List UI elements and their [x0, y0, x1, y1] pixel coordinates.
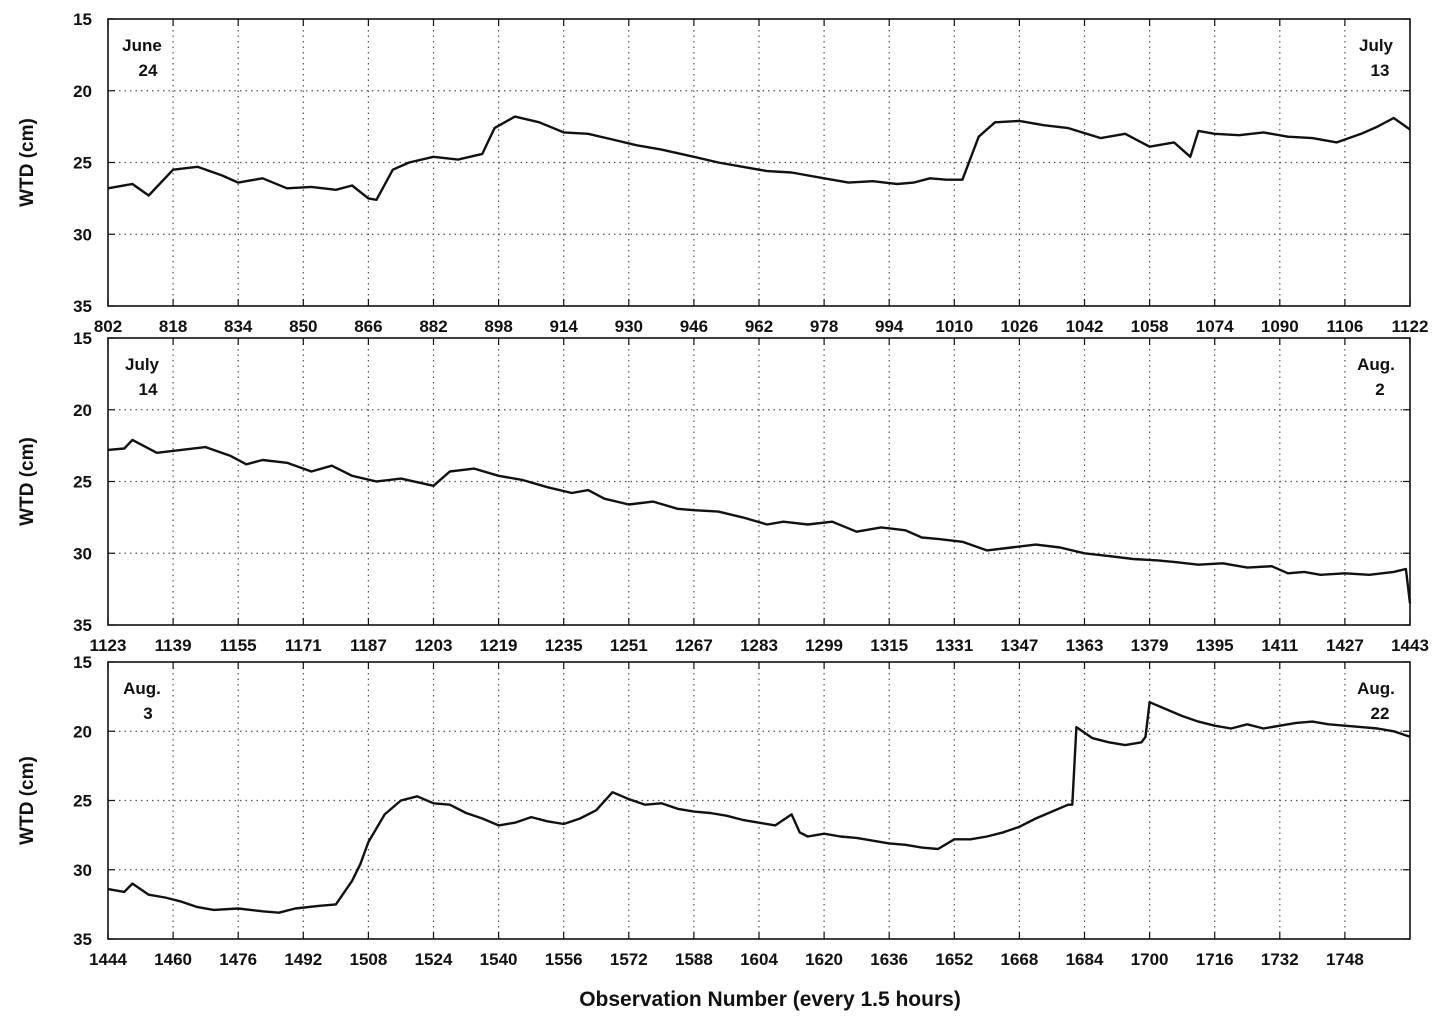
x-tick-label: 914 [550, 317, 579, 336]
y-axis-label: WTD (cm) [17, 437, 38, 526]
x-tick-label: 866 [354, 317, 382, 336]
x-tick-label: 1283 [740, 636, 778, 655]
date-label-right: Aug. [1357, 679, 1395, 698]
x-tick-label: 1203 [415, 636, 453, 655]
y-tick-label: 15 [73, 10, 92, 29]
y-tick-label: 25 [73, 792, 92, 811]
x-tick-label: 1427 [1326, 636, 1364, 655]
x-tick-label: 1411 [1261, 636, 1298, 655]
x-tick-label: 1604 [740, 950, 778, 969]
panels-group: 802 818 834 850 866 882 898 914 930 946 962 978 994 1… [17, 10, 1429, 969]
y-tick-label: 15 [73, 653, 92, 672]
y-axis-label: WTD (cm) [17, 756, 38, 845]
x-tick-label: 946 [680, 317, 708, 336]
x-tick-label: 882 [419, 317, 447, 336]
x-tick-label: 802 [94, 317, 122, 336]
panel-3: 1444 1460 1476 1492 1508 1524 1540 1556 1572 1588… [17, 653, 1410, 969]
x-tick-label: 1700 [1131, 950, 1169, 969]
y-axis-label: WTD (cm) [17, 118, 38, 207]
x-tick-label: 1636 [870, 950, 908, 969]
x-tick-label: 930 [615, 317, 643, 336]
y-tick-label: 35 [73, 297, 92, 316]
y-tick-label: 20 [73, 722, 92, 741]
x-axis-label: Observation Number (every 1.5 hours) [579, 988, 961, 1011]
wtd-series-line [108, 440, 1410, 604]
x-tick-label: 1508 [349, 950, 387, 969]
date-label-left: 24 [139, 61, 158, 80]
x-tick-label: 1524 [415, 950, 453, 969]
x-tick-label: 1074 [1196, 317, 1234, 336]
date-label-right: 2 [1375, 380, 1384, 399]
y-tick-label: 25 [73, 154, 92, 173]
x-tick-label: 1572 [610, 950, 648, 969]
y-tick-label: 35 [73, 930, 92, 949]
x-tick-label: 1058 [1131, 317, 1169, 336]
x-tick-label: 1299 [805, 636, 843, 655]
x-tick-label: 1315 [870, 636, 908, 655]
x-tick-label: 1588 [675, 950, 713, 969]
x-tick-label: 1155 [220, 636, 257, 655]
y-tick-label: 25 [73, 473, 92, 492]
x-tick-label: 1219 [480, 636, 518, 655]
date-label-left: June [122, 36, 162, 55]
x-tick-label: 1652 [935, 950, 973, 969]
x-tick-label: 1443 [1391, 636, 1429, 655]
x-tick-label: 818 [159, 317, 187, 336]
x-tick-label: 1171 [285, 636, 322, 655]
y-tick-label: 35 [73, 616, 92, 635]
x-tick-label: 1684 [1066, 950, 1104, 969]
y-tick-label: 20 [73, 82, 92, 101]
y-tick-label: 30 [73, 861, 92, 880]
x-tick-label: 850 [289, 317, 317, 336]
date-label-right: Aug. [1357, 355, 1395, 374]
x-tick-label: 1187 [350, 636, 387, 655]
x-tick-label: 1444 [89, 950, 127, 969]
x-tick-label: 1347 [1000, 636, 1038, 655]
x-tick-label: 1235 [545, 636, 583, 655]
x-tick-label: 1460 [154, 950, 192, 969]
x-tick-label: 1540 [480, 950, 518, 969]
panel-2: 1123 1139 1155 1171 1187 1203 1219 1235 1251 1267… [17, 329, 1429, 655]
date-label-right: 22 [1371, 704, 1390, 723]
x-tick-label: 1106 [1326, 317, 1363, 336]
x-tick-label: 898 [484, 317, 512, 336]
date-label-right: July [1359, 36, 1394, 55]
x-tick-label: 1732 [1261, 950, 1299, 969]
date-label-left: 3 [143, 704, 152, 723]
x-tick-label: 1379 [1131, 636, 1169, 655]
x-tick-label: 1010 [935, 317, 973, 336]
x-tick-label: 1090 [1261, 317, 1299, 336]
x-tick-label: 994 [875, 317, 904, 336]
x-tick-label: 1620 [805, 950, 843, 969]
x-tick-label: 1748 [1326, 950, 1364, 969]
date-label-left: July [125, 355, 160, 374]
y-tick-label: 30 [73, 544, 92, 563]
x-tick-label: 1042 [1066, 317, 1104, 336]
x-tick-label: 1331 [935, 636, 973, 655]
y-tick-label: 20 [73, 401, 92, 420]
date-label-left: 14 [139, 380, 158, 399]
x-tick-label: 1363 [1066, 636, 1104, 655]
x-tick-label: 1122 [1392, 317, 1429, 336]
x-tick-label: 834 [224, 317, 253, 336]
x-tick-label: 1668 [1000, 950, 1038, 969]
x-tick-label: 1395 [1196, 636, 1234, 655]
x-tick-label: 962 [745, 317, 773, 336]
date-label-left: Aug. [123, 679, 161, 698]
x-tick-label: 1716 [1196, 950, 1234, 969]
x-tick-label: 978 [810, 317, 838, 336]
date-label-right: 13 [1371, 61, 1390, 80]
x-tick-label: 1251 [610, 636, 648, 655]
x-tick-label: 1123 [90, 636, 127, 655]
x-tick-label: 1492 [284, 950, 322, 969]
y-tick-label: 30 [73, 225, 92, 244]
panel-1: 802 818 834 850 866 882 898 914 930 946 962 978 994 1… [17, 10, 1428, 336]
x-tick-label: 1139 [155, 636, 192, 655]
x-tick-label: 1026 [1000, 317, 1038, 336]
y-tick-label: 15 [73, 329, 92, 348]
x-tick-label: 1267 [675, 636, 713, 655]
x-tick-label: 1556 [545, 950, 583, 969]
x-tick-label: 1476 [219, 950, 257, 969]
